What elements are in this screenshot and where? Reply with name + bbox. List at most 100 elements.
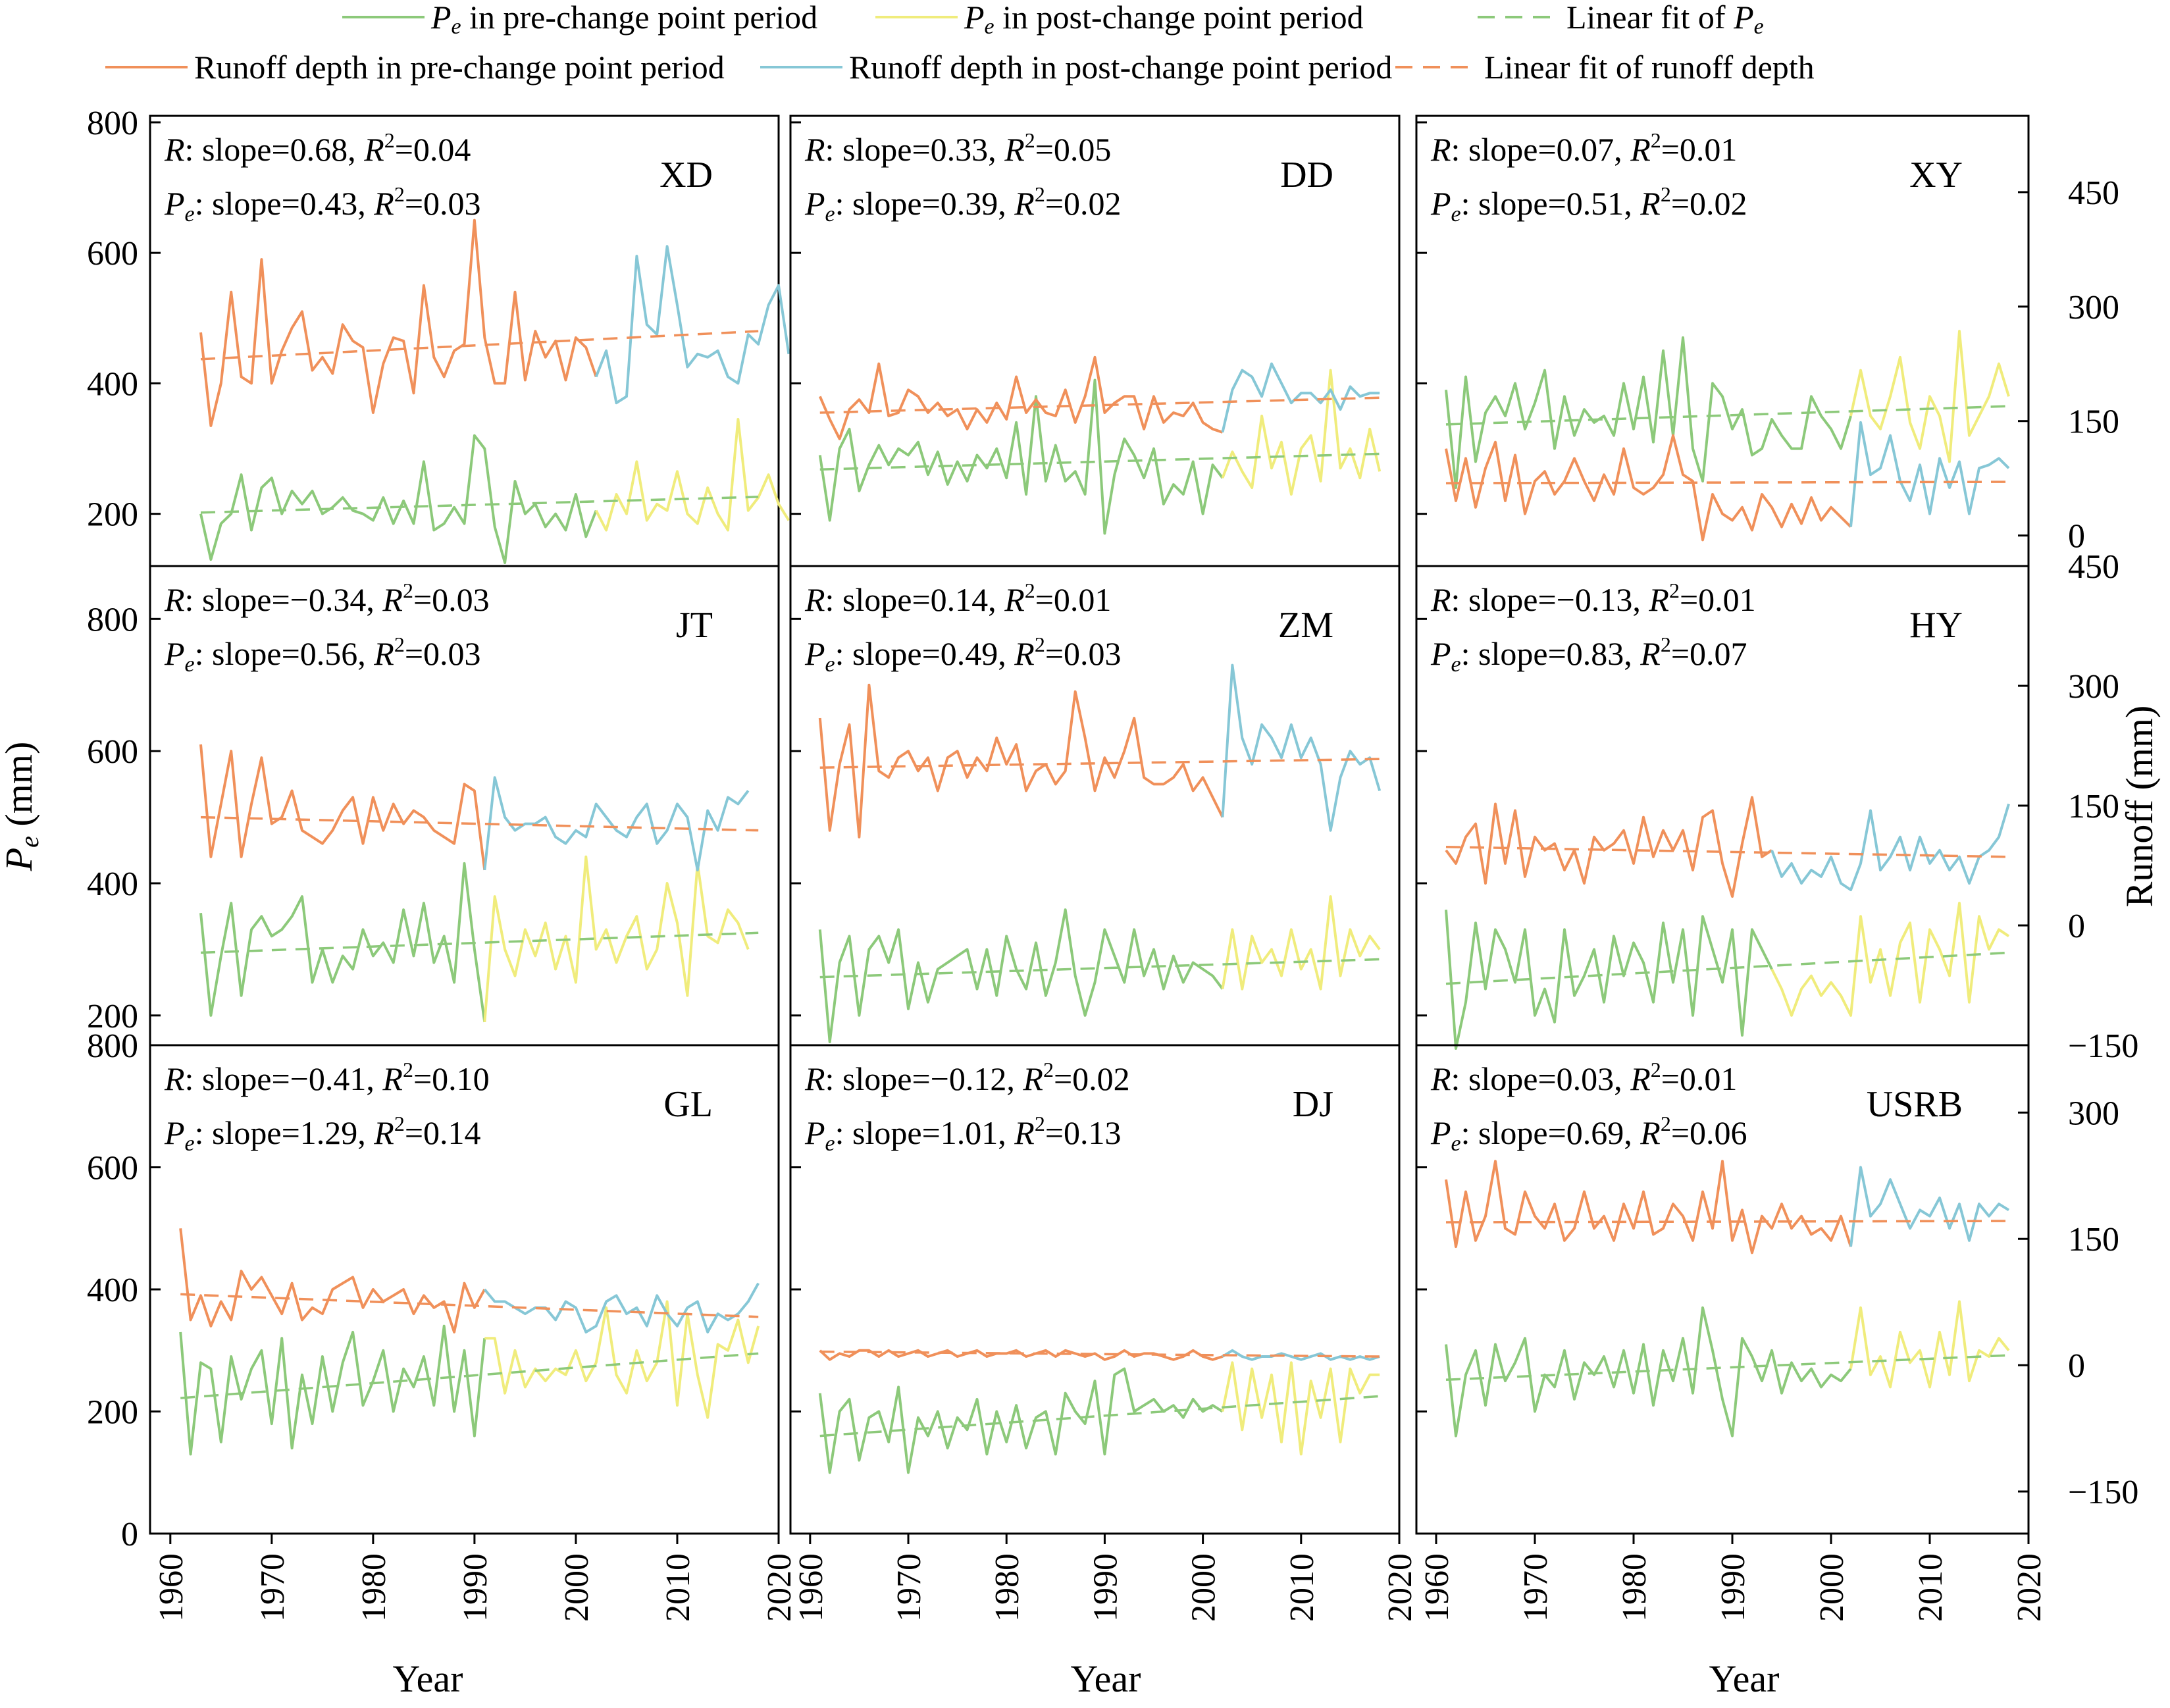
panel-gl: 0 200 400 600 800 1960 1970 1980 1990 2000 2010 202… bbox=[87, 1027, 798, 1622]
ann-sup: 2 bbox=[403, 579, 413, 602]
left-tick-label: 600 bbox=[87, 1150, 138, 1187]
left-tick-label: 600 bbox=[87, 733, 138, 771]
pe-line-post bbox=[1221, 369, 1382, 496]
legend-sub-suffix: e bbox=[1754, 14, 1764, 39]
ann-sub: e bbox=[825, 1131, 835, 1156]
ann-p: P bbox=[1430, 1114, 1451, 1151]
ann-sup: 2 bbox=[1651, 128, 1661, 152]
ann-r2-val: =0.14 bbox=[405, 1114, 481, 1151]
ann-sup: 2 bbox=[1651, 1058, 1661, 1081]
x-axis-title-2: Year bbox=[1709, 1657, 1780, 1700]
annotation-runoff: R: slope=−0.41, R2=0.10 bbox=[164, 1058, 490, 1097]
pe-line-pre bbox=[179, 1324, 486, 1456]
ann-r2-r: R bbox=[1640, 185, 1661, 222]
x-tick-label: 2010 bbox=[1912, 1553, 1950, 1622]
annotation-runoff: R: slope=0.03, R2=0.01 bbox=[1430, 1058, 1737, 1097]
ann-sup: 2 bbox=[1035, 182, 1045, 206]
runoff-line-pre bbox=[179, 1228, 486, 1333]
runoff-line-post bbox=[483, 776, 750, 871]
x-axis-title-1: Year bbox=[1071, 1657, 1141, 1700]
ann-slope: : slope=0.68, bbox=[185, 131, 365, 168]
ann-slope: : slope=0.49, bbox=[835, 635, 1015, 672]
annotation-pe: Pe: slope=1.01, R2=0.13 bbox=[804, 1112, 1122, 1156]
runoff-fit-line bbox=[1445, 480, 2009, 484]
station-label: DJ bbox=[1293, 1084, 1333, 1125]
pe-line-pre bbox=[818, 378, 1224, 535]
runoff-line-pre bbox=[199, 744, 486, 871]
ann-r: R bbox=[164, 581, 185, 618]
ann-sup: 2 bbox=[1035, 633, 1045, 656]
ann-r2-val: =0.03 bbox=[405, 185, 481, 222]
legend-label-0-1: Pe in post-change point period bbox=[964, 0, 1364, 39]
ann-sub: e bbox=[1451, 652, 1461, 677]
ann-r2-val: =0.01 bbox=[1661, 1060, 1738, 1097]
annotation-runoff: R: slope=0.33, R2=0.05 bbox=[804, 128, 1111, 168]
ann-sup: 2 bbox=[1025, 579, 1035, 602]
runoff-line-pre bbox=[1445, 434, 1852, 542]
ann-r2-val: =0.01 bbox=[1680, 581, 1756, 618]
right-tick-label: 150 bbox=[2068, 1221, 2119, 1258]
pe-line-post bbox=[1849, 330, 2010, 463]
ann-slope: : slope=0.56, bbox=[195, 635, 375, 672]
ann-p: P bbox=[804, 1114, 825, 1151]
ann-r2-val: =0.01 bbox=[1035, 581, 1112, 618]
ann-slope: : slope=−0.41, bbox=[185, 1060, 383, 1097]
ann-slope: : slope=0.83, bbox=[1461, 635, 1641, 672]
legend-text: Linear fit of bbox=[1566, 0, 1734, 36]
x-axis-title-0: Year bbox=[393, 1657, 463, 1700]
ann-r2-r: R bbox=[1004, 131, 1025, 168]
x-tick-label: 1960 bbox=[1418, 1553, 1456, 1622]
ann-r2-r: R bbox=[1640, 1114, 1661, 1151]
left-tick-label: 600 bbox=[87, 235, 138, 272]
left-tick-label: 400 bbox=[87, 1272, 138, 1309]
ann-r2-r: R bbox=[1630, 1060, 1651, 1097]
ann-r: R bbox=[164, 1060, 185, 1097]
annotation-runoff: R: slope=0.68, R2=0.04 bbox=[164, 128, 471, 168]
legend-text: Linear fit of runoff depth bbox=[1484, 49, 1815, 86]
annotation-pe: Pe: slope=0.51, R2=0.02 bbox=[1430, 182, 1747, 226]
ann-sup: 2 bbox=[403, 1058, 413, 1081]
ann-p: P bbox=[804, 635, 825, 672]
runoff-line-post bbox=[483, 1282, 760, 1333]
pe-line-pre bbox=[818, 1367, 1224, 1474]
ann-r2-val: =0.03 bbox=[413, 581, 490, 618]
x-tick-label: 1970 bbox=[1517, 1553, 1555, 1622]
ann-slope: : slope=0.39, bbox=[835, 185, 1015, 222]
ann-r2-r: R bbox=[1640, 635, 1661, 672]
legend-label-1-2: Linear fit of runoff depth bbox=[1484, 49, 1815, 86]
legend-sub: e bbox=[452, 14, 461, 39]
x-tick-label: 1980 bbox=[355, 1553, 393, 1622]
ann-slope: : slope=0.03, bbox=[1451, 1060, 1631, 1097]
ann-r2-r: R bbox=[1630, 131, 1651, 168]
pe-line-post bbox=[1221, 895, 1381, 991]
ann-slope: : slope=−0.12, bbox=[825, 1060, 1023, 1097]
x-tick-label: 2020 bbox=[761, 1553, 798, 1622]
x-tick-label: 1960 bbox=[153, 1553, 190, 1622]
right-tick-label: 0 bbox=[2068, 1347, 2085, 1385]
left-tick-label: 800 bbox=[87, 105, 138, 142]
annotation-runoff: R: slope=−0.34, R2=0.03 bbox=[164, 579, 490, 618]
ann-slope: : slope=0.69, bbox=[1461, 1114, 1641, 1151]
pe-line-pre bbox=[1445, 910, 1773, 1050]
ann-slope: : slope=1.01, bbox=[835, 1114, 1015, 1151]
right-tick-label: 450 bbox=[2068, 174, 2119, 212]
legend-sub: e bbox=[985, 14, 995, 39]
runoff-line-post bbox=[594, 245, 790, 405]
pe-line-pre bbox=[199, 434, 598, 564]
ann-r: R bbox=[804, 131, 825, 168]
ann-sup: 2 bbox=[394, 182, 405, 206]
station-label: ZM bbox=[1278, 605, 1333, 646]
ann-p: P bbox=[164, 635, 185, 672]
ann-sup: 2 bbox=[394, 1112, 405, 1135]
runoff-line-post bbox=[1849, 421, 2010, 527]
annotation-pe: Pe: slope=0.43, R2=0.03 bbox=[164, 182, 481, 226]
left-tick-label: 400 bbox=[87, 365, 138, 403]
annotation-pe: Pe: slope=0.69, R2=0.06 bbox=[1430, 1112, 1747, 1156]
right-tick-label: 300 bbox=[2068, 289, 2119, 326]
legend-label-0-0: Pe in pre-change point period bbox=[430, 0, 817, 39]
ann-p: P bbox=[164, 185, 185, 222]
runoff-line-post bbox=[1849, 1166, 2010, 1247]
